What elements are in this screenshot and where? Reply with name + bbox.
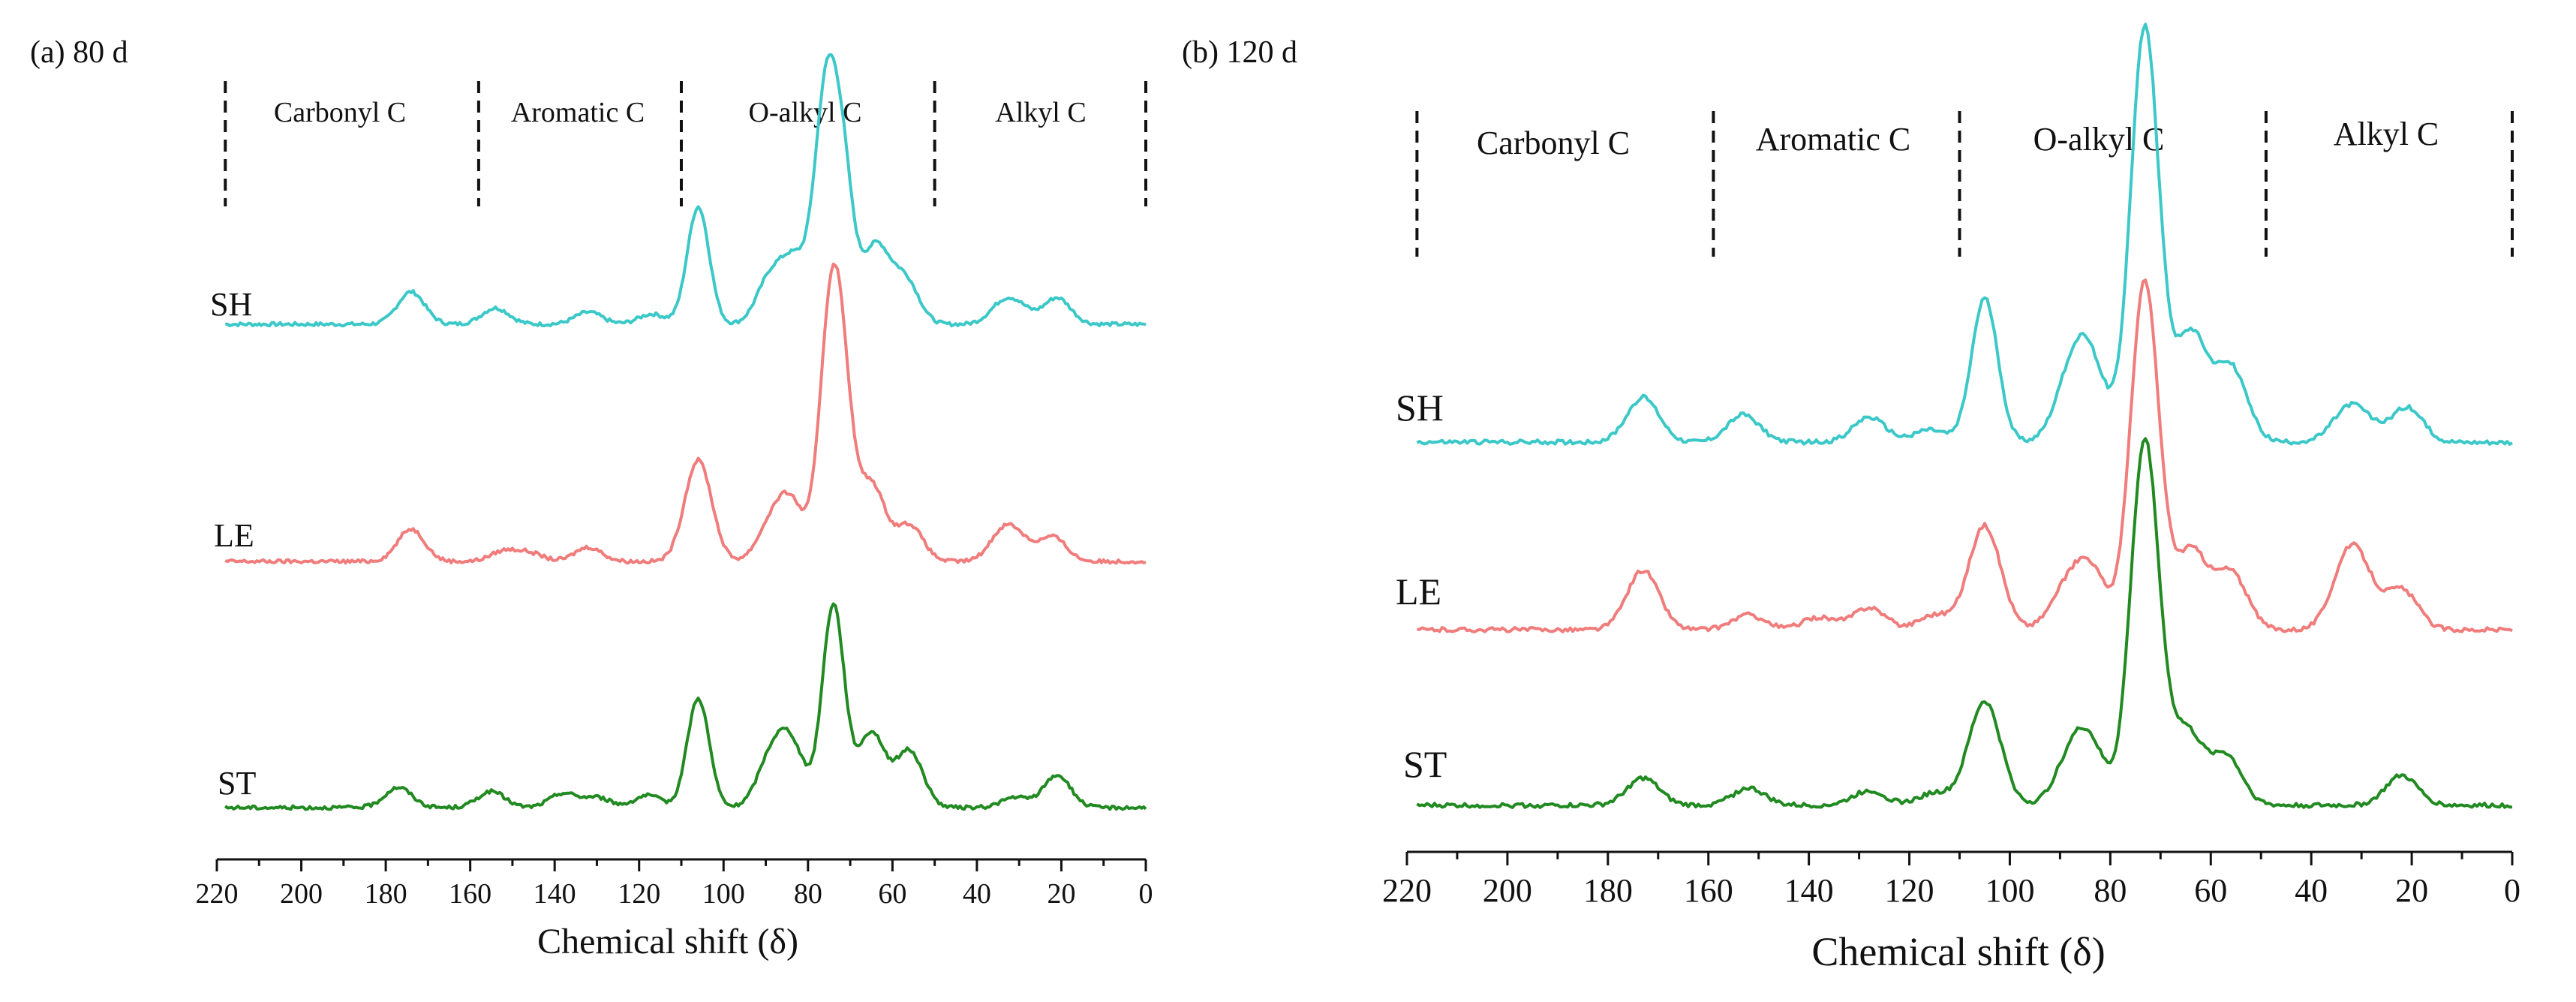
x-tick-label: 160 xyxy=(449,878,491,910)
region-label-aromatic-c: Aromatic C xyxy=(511,97,645,128)
series-line-sh xyxy=(225,53,1147,328)
region-label-alkyl-c: Alkyl C xyxy=(995,97,1086,128)
x-tick-label: 140 xyxy=(534,878,576,910)
region-label-alkyl-c: Alkyl C xyxy=(2334,116,2439,152)
x-axis-label: Chemical shift (δ) xyxy=(1811,929,2105,974)
panel-b-120d: (b) 120 d Chemical shift (δ) Carbonyl C … xyxy=(1182,23,2520,974)
x-tick-label: 160 xyxy=(1684,872,1733,909)
x-tick-label: 140 xyxy=(1784,872,1834,909)
x-tick-label: 200 xyxy=(1483,872,1532,909)
x-tick-label: 20 xyxy=(2395,872,2428,909)
x-tick-label: 220 xyxy=(196,878,239,910)
region-label-carbonyl-c: Carbonyl C xyxy=(274,97,406,128)
panel-a-80d: (a) 80 d Chemical shift (δ) Carbonyl C A… xyxy=(30,35,1153,961)
x-tick-label: 120 xyxy=(1885,872,1934,909)
x-tick-label: 0 xyxy=(1139,878,1153,910)
x-tick-label: 220 xyxy=(1382,872,1432,909)
x-tick-label: 40 xyxy=(963,878,991,910)
series-label-st: ST xyxy=(218,765,256,802)
x-tick-label: 0 xyxy=(2504,872,2520,909)
x-tick-label: 60 xyxy=(2194,872,2227,909)
region-label-carbonyl-c: Carbonyl C xyxy=(1477,125,1630,161)
region-label-aromatic-c: Aromatic C xyxy=(1756,121,1911,158)
series-label-st: ST xyxy=(1403,743,1447,785)
series-label-le: LE xyxy=(214,517,254,554)
series-line-le xyxy=(224,262,1147,565)
series-label-sh: SH xyxy=(1396,387,1444,429)
series-line-sh xyxy=(1416,23,2514,446)
x-tick-label: 60 xyxy=(878,878,906,910)
x-tick-label: 200 xyxy=(280,878,323,910)
series-line-le xyxy=(1417,278,2513,633)
series-label-le: LE xyxy=(1396,570,1441,612)
x-tick-label: 40 xyxy=(2295,872,2328,909)
region-label-o-alkyl-c: O-alkyl C xyxy=(2033,121,2165,158)
series-line-st xyxy=(1416,437,2513,809)
x-axis-label: Chemical shift (δ) xyxy=(537,922,798,961)
x-tick-label: 180 xyxy=(365,878,407,910)
x-tick-label: 120 xyxy=(618,878,660,910)
x-tick-label: 100 xyxy=(1985,872,2034,909)
series-line-st xyxy=(224,602,1147,811)
x-tick-label: 20 xyxy=(1047,878,1075,910)
x-tick-label: 180 xyxy=(1583,872,1633,909)
x-tick-label: 80 xyxy=(2094,872,2127,909)
series-label-sh: SH xyxy=(210,286,252,323)
panel-label: (b) 120 d xyxy=(1182,35,1297,70)
panel-label: (a) 80 d xyxy=(30,35,128,70)
x-tick-label: 80 xyxy=(794,878,822,910)
x-tick-label: 100 xyxy=(702,878,745,910)
